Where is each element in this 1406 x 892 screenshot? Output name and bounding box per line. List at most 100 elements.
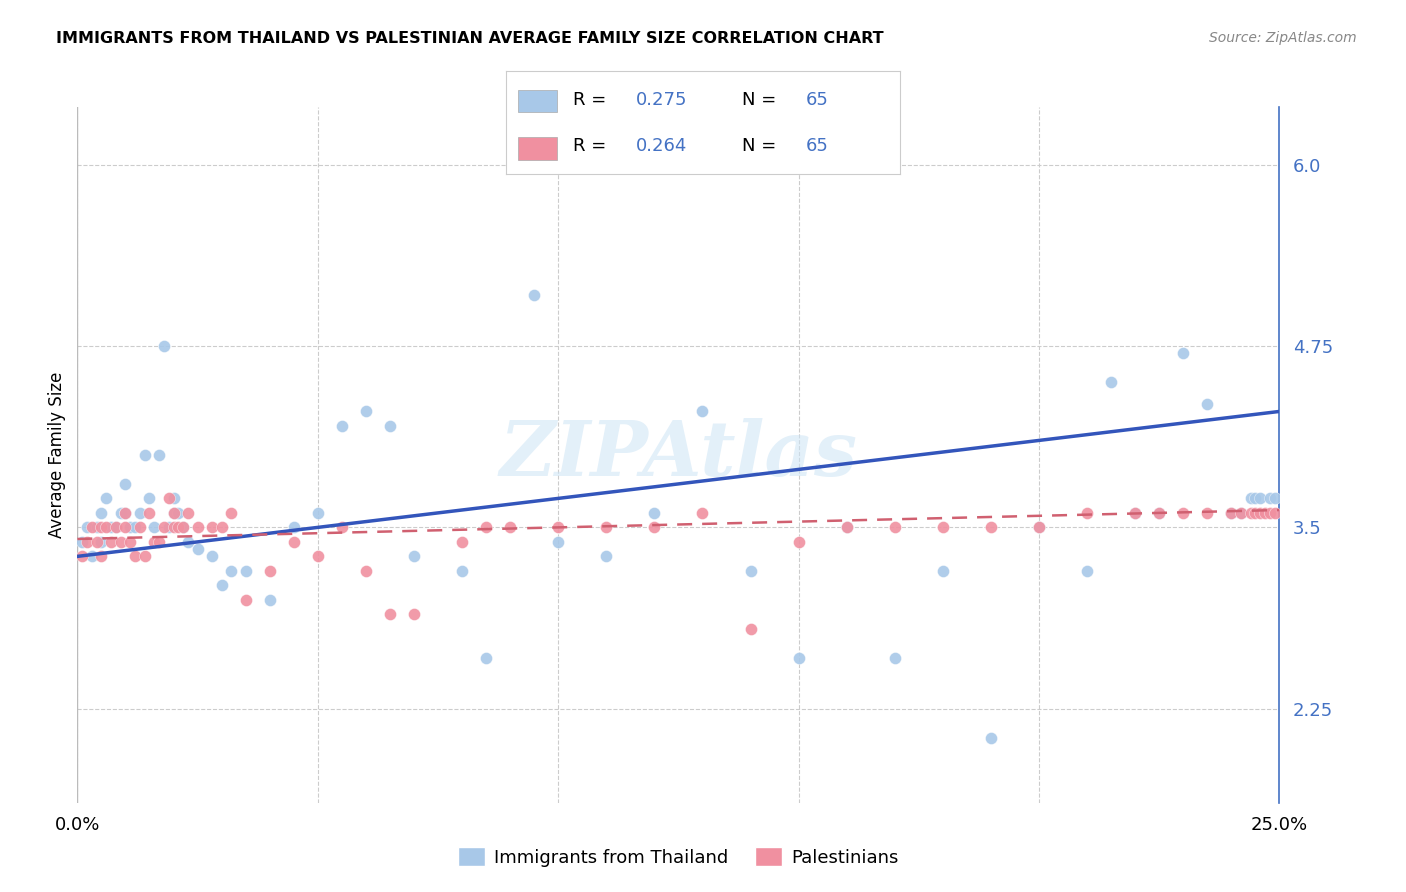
Point (148, 535, 170, 549)
Point (354, 564, 377, 578)
Point (1028, 520, 1050, 534)
Point (134, 549, 156, 564)
Point (1076, 564, 1098, 578)
Point (138, 506, 160, 520)
Point (104, 520, 127, 534)
Point (402, 607, 425, 622)
Point (883, 651, 905, 665)
Text: N =: N = (742, 137, 782, 155)
Point (547, 520, 569, 534)
Point (124, 520, 146, 534)
Bar (517, 90, 557, 112)
Point (787, 651, 810, 665)
Point (1244, 506, 1267, 520)
Point (211, 578, 233, 592)
Point (835, 520, 858, 534)
Point (167, 520, 190, 534)
Point (1149, 506, 1171, 520)
Point (100, 535, 122, 549)
Point (787, 535, 810, 549)
Point (451, 535, 474, 549)
Point (162, 491, 184, 506)
Point (96, 491, 118, 506)
Point (259, 592, 281, 607)
Point (90, 520, 112, 534)
Point (883, 520, 905, 534)
Text: N =: N = (742, 91, 782, 109)
Point (157, 491, 180, 506)
Point (110, 535, 132, 549)
Point (162, 506, 184, 520)
Point (475, 520, 498, 534)
Point (643, 506, 665, 520)
Point (219, 506, 242, 520)
Text: 0.264: 0.264 (636, 137, 688, 155)
Point (1254, 506, 1277, 520)
Point (186, 520, 209, 534)
Point (128, 520, 150, 534)
Point (70, 549, 93, 564)
Point (114, 520, 136, 534)
Point (307, 506, 329, 520)
Point (153, 339, 176, 353)
Point (235, 564, 257, 578)
Point (330, 520, 353, 534)
Point (1230, 506, 1253, 520)
Point (114, 506, 136, 520)
Text: Source: ZipAtlas.com: Source: ZipAtlas.com (1209, 31, 1357, 45)
Point (1258, 491, 1281, 506)
Point (451, 564, 474, 578)
Text: R =: R = (574, 137, 612, 155)
Point (980, 731, 1002, 745)
Point (307, 549, 329, 564)
Point (219, 564, 242, 578)
Point (76, 520, 98, 534)
Point (104, 520, 127, 534)
Point (1173, 506, 1195, 520)
Point (90, 549, 112, 564)
Point (201, 520, 224, 534)
Point (1264, 491, 1286, 506)
Y-axis label: Average Family Size: Average Family Size (48, 372, 66, 538)
Point (1249, 506, 1271, 520)
Point (523, 288, 546, 302)
Point (201, 549, 224, 564)
Point (1264, 506, 1286, 520)
Point (177, 506, 200, 520)
Point (211, 520, 233, 534)
Text: IMMIGRANTS FROM THAILAND VS PALESTINIAN AVERAGE FAMILY SIZE CORRELATION CHART: IMMIGRANTS FROM THAILAND VS PALESTINIAN … (56, 31, 884, 46)
Point (148, 448, 170, 462)
Point (86, 520, 108, 534)
Point (595, 549, 617, 564)
Point (499, 520, 522, 534)
Point (96, 520, 118, 534)
Point (138, 491, 160, 506)
Point (143, 535, 166, 549)
Point (90, 506, 112, 520)
Legend: Immigrants from Thailand, Palestinians: Immigrants from Thailand, Palestinians (451, 840, 905, 874)
Point (1249, 491, 1271, 506)
Point (172, 520, 194, 534)
Point (330, 419, 353, 434)
Point (90, 535, 112, 549)
Point (80, 549, 103, 564)
Point (1258, 506, 1281, 520)
Point (692, 404, 714, 418)
Point (475, 651, 498, 665)
Point (1099, 376, 1122, 390)
Text: R =: R = (574, 91, 612, 109)
Point (1123, 506, 1146, 520)
Point (643, 520, 665, 534)
Point (70, 535, 93, 549)
Point (162, 506, 184, 520)
Text: 65: 65 (806, 137, 828, 155)
Bar (517, 137, 557, 160)
Point (283, 520, 305, 534)
Point (143, 520, 166, 534)
Point (128, 506, 150, 520)
Point (932, 520, 955, 534)
Point (740, 622, 762, 636)
Text: 65: 65 (806, 91, 828, 109)
Point (692, 506, 714, 520)
Point (402, 549, 425, 564)
